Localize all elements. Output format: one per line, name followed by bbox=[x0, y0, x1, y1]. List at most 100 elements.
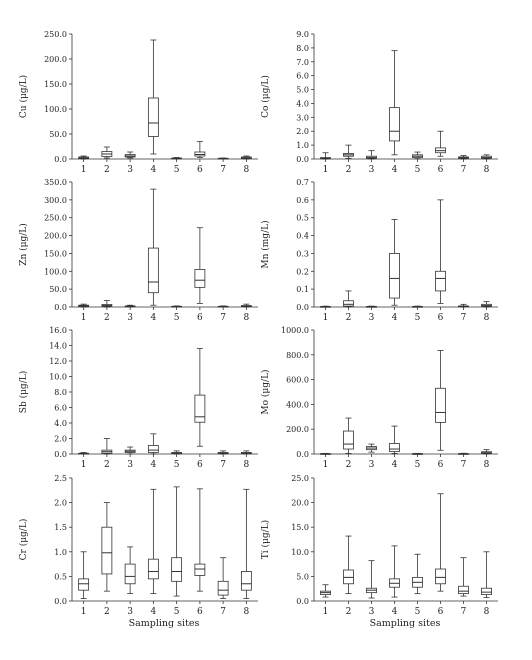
y-tick-label: 0.7 bbox=[296, 178, 309, 187]
y-tick-label: 25.0 bbox=[291, 474, 309, 483]
y-tick-label: 4.0 bbox=[296, 99, 309, 108]
x-tick-label: 2 bbox=[346, 607, 352, 617]
box-site-6 bbox=[194, 348, 206, 447]
y-tick-label: 0.0 bbox=[296, 597, 309, 606]
y-tick-label: 0.0 bbox=[296, 155, 309, 164]
x-tick-label: 4 bbox=[392, 313, 398, 323]
y-tick-label: 200.0 bbox=[44, 232, 67, 241]
box-site-2 bbox=[101, 146, 113, 159]
box-site-3 bbox=[366, 560, 377, 599]
box-site-2 bbox=[343, 290, 354, 308]
x-tick-label: 8 bbox=[244, 165, 250, 175]
x-tick-label: 1 bbox=[81, 607, 87, 617]
y-tick-label: 1.5 bbox=[54, 523, 67, 532]
box-site-1 bbox=[320, 152, 331, 160]
box-site-1 bbox=[78, 452, 90, 455]
y-tick-label: 5.0 bbox=[296, 572, 309, 581]
x-tick-label: 5 bbox=[415, 460, 421, 470]
box-iqr bbox=[435, 387, 446, 423]
box-iqr bbox=[78, 578, 90, 591]
box-site-7 bbox=[217, 305, 229, 308]
box-site-6 bbox=[194, 141, 206, 158]
y-tick-label: 0.0 bbox=[54, 450, 67, 459]
y-tick-label: 7.0 bbox=[296, 58, 309, 67]
box-site-4 bbox=[389, 545, 400, 598]
x-tick-label: 8 bbox=[244, 460, 250, 470]
box-site-4 bbox=[389, 425, 400, 454]
box-site-7 bbox=[458, 557, 469, 597]
x-axis-label-right: Sampling sites bbox=[370, 618, 441, 629]
x-tick-label: 5 bbox=[174, 460, 180, 470]
box-site-7 bbox=[217, 157, 229, 160]
panel-8: 0.0 5.0 10.0 15.0 20.0 25.0 Ti (μg/L) 1 2 3 4 5 6 7 8 bbox=[260, 474, 498, 617]
box-site-8 bbox=[240, 155, 252, 160]
box-iqr bbox=[147, 445, 159, 453]
box-site-1 bbox=[78, 303, 90, 308]
x-tick-label: 5 bbox=[174, 313, 180, 323]
x-tick-label: 3 bbox=[127, 313, 133, 323]
box-site-3 bbox=[366, 150, 377, 160]
box-site-4 bbox=[389, 50, 400, 156]
panel-4: 0.0 0.1 0.2 0.3 0.4 0.5 0.6 0.7 Mn (mg/L) 1 2 3 4 5 6 7… bbox=[260, 178, 498, 323]
box-site-6 bbox=[435, 493, 446, 592]
box-site-8 bbox=[240, 303, 252, 308]
x-tick-label: 7 bbox=[220, 165, 226, 175]
panel-2: 0.0 1.0 2.0 3.0 4.0 5.0 6.0 7.0 8.0 9.0 Co (μg/L) 1… bbox=[260, 30, 498, 175]
y-tick-label: 0.0 bbox=[54, 303, 67, 312]
x-tick-label: 6 bbox=[438, 313, 444, 323]
box-iqr bbox=[194, 394, 206, 423]
y-tick-label: 400.0 bbox=[286, 400, 309, 409]
box-iqr bbox=[389, 253, 400, 299]
box-site-5 bbox=[171, 450, 183, 455]
x-tick-label: 1 bbox=[81, 313, 87, 323]
y-tick-label: 50.0 bbox=[49, 130, 67, 139]
x-tick-label: 2 bbox=[346, 165, 352, 175]
y-axis-label: Ti (μg/L) bbox=[260, 520, 271, 559]
x-tick-label: 7 bbox=[461, 607, 467, 617]
x-tick-label: 6 bbox=[197, 607, 203, 617]
y-tick-label: 2.5 bbox=[54, 474, 67, 483]
x-tick-label: 8 bbox=[484, 460, 490, 470]
box-site-1 bbox=[320, 452, 331, 455]
box-site-4 bbox=[147, 488, 159, 595]
x-tick-label: 5 bbox=[174, 607, 180, 617]
y-tick-label: 0.4 bbox=[296, 232, 309, 241]
box-site-3 bbox=[366, 443, 377, 453]
box-iqr bbox=[458, 585, 469, 595]
box-site-6 bbox=[435, 199, 446, 304]
y-tick-label: 250.0 bbox=[44, 214, 67, 223]
x-tick-label: 3 bbox=[369, 460, 375, 470]
x-tick-label: 5 bbox=[415, 165, 421, 175]
x-tick-label: 4 bbox=[392, 607, 398, 617]
x-tick-label: 6 bbox=[438, 460, 444, 470]
box-site-8 bbox=[240, 488, 252, 599]
y-tick-label: 0.3 bbox=[296, 249, 309, 258]
y-tick-label: 15.0 bbox=[291, 523, 309, 532]
panel-3: 0.0 50.0 100.0 150.0 200.0 250.0 300.0 350.0 Zn … bbox=[18, 178, 258, 323]
box-iqr bbox=[101, 526, 113, 575]
x-tick-label: 2 bbox=[346, 460, 352, 470]
box-site-7 bbox=[458, 155, 469, 160]
y-tick-label: 0.6 bbox=[296, 196, 309, 205]
y-tick-label: 0.0 bbox=[296, 303, 309, 312]
x-tick-label: 5 bbox=[174, 165, 180, 175]
box-site-2 bbox=[101, 300, 113, 308]
x-tick-label: 4 bbox=[392, 165, 398, 175]
y-tick-label: 0.5 bbox=[54, 572, 67, 581]
box-site-5 bbox=[171, 305, 183, 308]
box-site-8 bbox=[481, 301, 492, 308]
y-tick-label: 14.0 bbox=[49, 342, 67, 351]
y-tick-label: 2.0 bbox=[54, 499, 67, 508]
y-tick-label: 200.0 bbox=[286, 425, 309, 434]
x-tick-label: 3 bbox=[127, 460, 133, 470]
x-tick-label: 8 bbox=[484, 165, 490, 175]
x-tick-label: 7 bbox=[220, 313, 226, 323]
y-tick-label: 16.0 bbox=[49, 326, 67, 335]
box-site-2 bbox=[101, 438, 113, 455]
y-tick-label: 250.0 bbox=[44, 30, 67, 39]
y-tick-label: 300.0 bbox=[44, 196, 67, 205]
box-site-6 bbox=[435, 350, 446, 451]
y-axis-label: Mn (mg/L) bbox=[260, 220, 271, 268]
y-tick-label: 800.0 bbox=[286, 351, 309, 360]
box-site-6 bbox=[194, 488, 206, 592]
